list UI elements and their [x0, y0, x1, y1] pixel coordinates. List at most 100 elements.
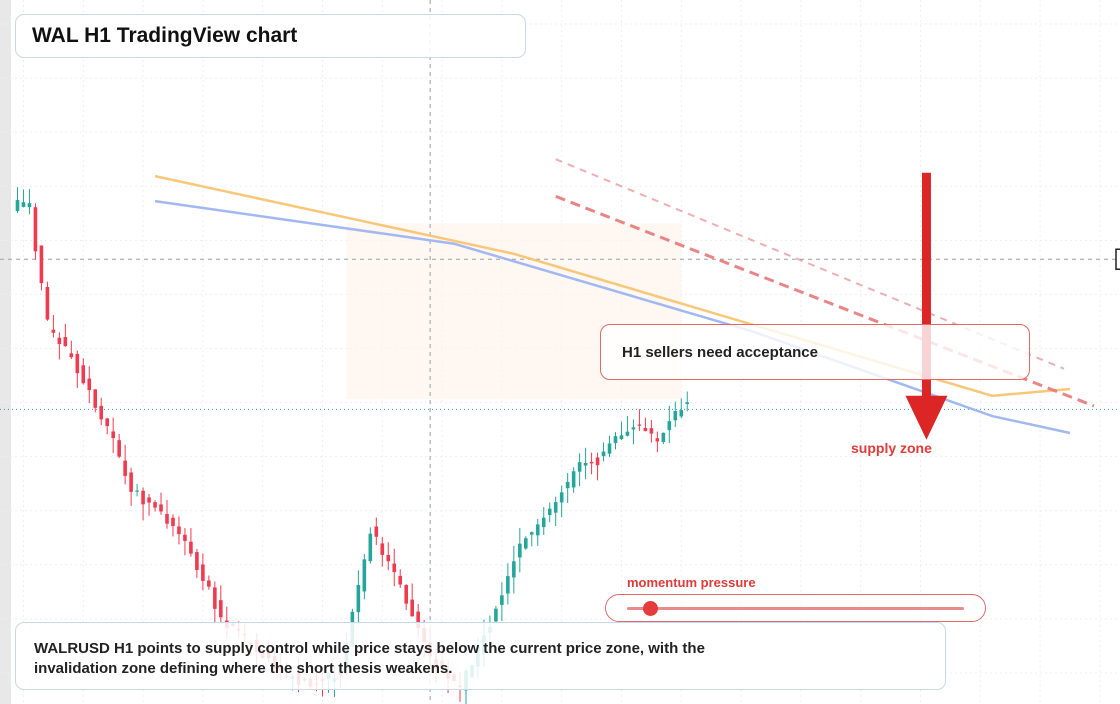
candle	[541, 507, 546, 535]
candle-body-down	[69, 353, 74, 358]
candle-body-down	[99, 405, 104, 420]
candle-body-down	[33, 207, 38, 252]
candle-body-up	[368, 533, 373, 562]
candle-body-up	[535, 524, 540, 536]
candle	[410, 583, 414, 617]
candle-body-down	[81, 365, 86, 384]
candle-body-up	[494, 608, 498, 622]
candle-body-up	[512, 561, 516, 578]
candle	[679, 398, 684, 419]
candle-body-down	[219, 600, 223, 618]
candle-body-down	[416, 611, 420, 629]
candle	[219, 585, 223, 623]
candle	[565, 473, 570, 504]
candle	[494, 605, 498, 623]
candle-body-up	[685, 402, 690, 404]
candle-body-down	[147, 497, 151, 503]
supply-zone-label: supply zone	[851, 440, 932, 456]
candle	[649, 419, 654, 443]
chart-title: WAL H1 TradingView chart	[32, 24, 298, 47]
candle-body-up	[583, 462, 588, 466]
candle	[123, 444, 127, 485]
candle-body-up	[607, 443, 612, 454]
candle-body-up	[679, 410, 684, 417]
candle-body-up	[524, 538, 528, 549]
candle	[643, 417, 648, 432]
candle-body-up	[619, 435, 624, 440]
candle	[577, 453, 582, 487]
candle-body-up	[553, 502, 558, 513]
candle	[374, 517, 379, 546]
candle-body-up	[673, 411, 678, 421]
candle	[93, 389, 98, 413]
candle	[386, 542, 391, 571]
candle-body-down	[643, 427, 648, 432]
candle-body-up	[27, 203, 32, 208]
candle	[15, 187, 20, 214]
price-scale-marker	[1115, 248, 1120, 270]
candle-body-down	[374, 526, 379, 537]
candle	[141, 487, 145, 521]
momentum-meter	[605, 594, 986, 622]
candle	[601, 442, 606, 462]
candle-body-up	[529, 532, 534, 535]
candle	[69, 340, 74, 360]
candle	[147, 493, 151, 516]
candle-body-down	[649, 428, 654, 434]
candle	[583, 447, 588, 480]
candle-body-down	[589, 461, 594, 464]
momentum-knob[interactable]	[643, 601, 659, 616]
candle-body-down	[410, 599, 414, 617]
candle	[213, 581, 217, 625]
candle	[685, 391, 690, 412]
callout-text: H1 sellers need acceptance	[622, 344, 818, 361]
candle	[183, 528, 187, 556]
candle	[171, 514, 175, 537]
candle	[673, 401, 678, 427]
candle-body-up	[506, 576, 510, 594]
caption-text: WALRUSD H1 points to supply control whil…	[34, 640, 705, 677]
candle-body-up	[362, 559, 367, 592]
candle-body-down	[398, 575, 403, 585]
candle-body-down	[207, 580, 211, 587]
candle-body-down	[183, 534, 187, 541]
candle-body-up	[565, 481, 570, 489]
candle	[524, 536, 528, 550]
candle-body-down	[123, 460, 127, 476]
candle	[129, 467, 133, 506]
candle-body-up	[547, 508, 552, 516]
momentum-label: momentum pressure	[627, 575, 756, 590]
candle-body-down	[655, 438, 660, 442]
candle-body-down	[392, 563, 397, 573]
candle-body-up	[559, 492, 564, 503]
candle-body-up	[601, 451, 606, 457]
left-scale-strip	[0, 0, 11, 704]
candle	[571, 467, 576, 493]
candle-body-down	[75, 353, 80, 374]
candle	[595, 452, 600, 481]
candle	[553, 496, 558, 527]
candle-body-down	[51, 329, 56, 333]
candle	[404, 584, 408, 610]
candle	[21, 189, 26, 208]
candle-body-up	[500, 595, 504, 605]
candle	[631, 419, 636, 445]
candle	[356, 570, 361, 625]
candle-body-up	[571, 471, 576, 488]
candle	[39, 245, 44, 291]
candle	[81, 358, 86, 385]
candle-body-up	[135, 490, 139, 492]
candle	[75, 350, 80, 388]
candle-body-up	[21, 202, 26, 207]
candle-body-down	[153, 502, 157, 508]
candle	[607, 435, 612, 457]
candle-body-down	[595, 457, 600, 466]
candle	[398, 569, 403, 588]
candle-body-down	[93, 389, 98, 408]
candle	[57, 332, 62, 360]
bearish-projection-arrow-head	[905, 395, 948, 440]
candle-body-up	[631, 427, 636, 430]
candle	[613, 432, 618, 450]
candle-body-up	[541, 517, 546, 528]
candle	[589, 452, 594, 475]
